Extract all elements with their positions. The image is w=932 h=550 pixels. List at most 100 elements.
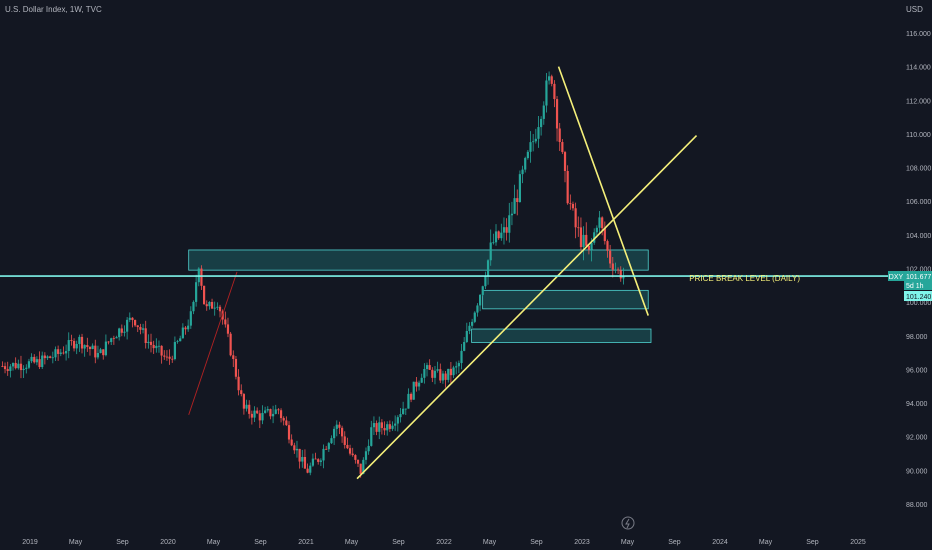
candle-body-137	[364, 451, 368, 460]
candle-body-85	[226, 324, 230, 334]
candle-body-50	[133, 320, 137, 326]
candle-body-179	[476, 305, 479, 313]
candle-body-130	[346, 444, 349, 449]
candle-body-166	[441, 373, 445, 381]
candle-body-115	[306, 468, 309, 473]
price-axis[interactable]: 88.000 90.000 92.000 94.000 96.000 98.000 100.…	[906, 31, 931, 509]
candle-body-233	[619, 270, 622, 279]
candle-body-61	[163, 355, 166, 357]
candle-body-25	[67, 340, 70, 352]
candle-body-119	[317, 459, 320, 462]
symbol-title[interactable]: U.S. Dollar Index, 1W, TVC	[5, 5, 102, 14]
candle-body-178	[473, 312, 476, 322]
candle-body-120	[319, 460, 322, 462]
y-tick-label-12: 112.000	[906, 98, 931, 105]
candle-body-102	[271, 413, 275, 417]
candle-body-109	[290, 439, 293, 446]
candle-body-147	[391, 425, 394, 429]
x-tick-label-5: Sep	[254, 539, 267, 546]
candle-body-140	[372, 423, 376, 428]
candle-body-125	[333, 428, 336, 439]
candle-body-135	[359, 463, 362, 474]
candle-body-60	[160, 345, 163, 356]
candle-body-40	[107, 341, 110, 343]
candle-body-6	[17, 363, 20, 369]
candle-body-210	[558, 128, 561, 143]
candle-body-157	[417, 382, 421, 387]
candle-body-149	[396, 417, 399, 424]
candle-body-158	[420, 377, 423, 383]
candle-body-167	[444, 373, 447, 380]
candle-body-223	[593, 232, 596, 243]
candle-body-172	[457, 363, 460, 367]
zone-3[interactable]	[471, 328, 652, 343]
candle-body-4	[11, 362, 15, 367]
candle-body-78	[208, 301, 211, 307]
candle-body-68	[181, 327, 184, 339]
candle-body-136	[362, 459, 365, 474]
candle-body-124	[330, 438, 333, 444]
candle-body-112	[298, 448, 301, 462]
x-tick-label-8: Sep	[392, 539, 405, 546]
candle-body-62	[165, 356, 169, 358]
candle-body-99	[264, 410, 267, 413]
zone-2[interactable]	[482, 289, 649, 310]
candle-body-131	[348, 448, 352, 454]
candle-body-201	[534, 138, 537, 142]
time-axis[interactable]: 2019 May Sep 2020 May Sep 2021 May Sep 2022 May Sep…	[22, 539, 866, 546]
candle-body-198	[526, 151, 529, 159]
candle-body-129	[343, 436, 346, 445]
candle-body-1	[3, 366, 7, 370]
drawn-lines[interactable]	[188, 66, 698, 480]
candle-body-187	[497, 231, 500, 239]
candle-body-51	[136, 325, 139, 328]
y-tick-label-7: 102.000	[906, 266, 931, 273]
candle-body-110	[293, 445, 296, 451]
candle-body-69	[184, 327, 187, 330]
candle-body-164	[436, 369, 439, 371]
x-tick-label-10: May	[483, 539, 497, 546]
candle-body-42	[112, 338, 115, 340]
x-tick-label-6: 2021	[298, 539, 314, 546]
candle-body-32	[86, 345, 89, 348]
red-trend-line[interactable]	[188, 271, 238, 415]
candle-body-194	[516, 198, 519, 203]
trendline-1[interactable]	[356, 135, 698, 480]
candle-body-182	[484, 276, 487, 287]
candle-body-84	[224, 319, 227, 325]
candle-body-28	[75, 343, 78, 349]
candle-body-193	[513, 198, 516, 214]
candle-body-11	[30, 356, 33, 362]
candle-body-16	[43, 355, 46, 359]
candle-body-91	[242, 394, 245, 409]
candle-body-206	[547, 76, 551, 81]
candle-body-93	[248, 404, 251, 414]
candle-body-34	[91, 345, 94, 350]
candle-body-103	[274, 409, 277, 414]
candle-body-64	[171, 358, 174, 360]
candle-body-92	[245, 404, 248, 409]
candle-body-8	[22, 368, 25, 371]
y-tick-label-5: 98.000	[906, 334, 928, 341]
zone-1[interactable]	[188, 249, 649, 271]
candle-body-45	[120, 328, 123, 333]
x-tick-label-13: May	[621, 539, 635, 546]
candle-body-53	[141, 328, 145, 330]
candle-body-56	[149, 341, 153, 345]
support-resistance-zones[interactable]	[188, 249, 652, 343]
candle-body-173	[460, 350, 463, 364]
candle-body-67	[179, 338, 182, 342]
candle-body-123	[327, 443, 330, 450]
candle-body-203	[540, 118, 543, 128]
candle-body-76	[202, 285, 206, 305]
trendline-2[interactable]	[557, 66, 649, 316]
candle-body-41	[110, 338, 113, 343]
candle-body-26	[70, 340, 73, 341]
candle-body-150	[399, 414, 402, 418]
replay-icon[interactable]	[621, 516, 635, 530]
candle-body-208	[553, 83, 556, 100]
candle-body-54	[144, 328, 147, 344]
candle-body-197	[524, 158, 527, 170]
y-tick-label-8: 104.000	[906, 233, 931, 240]
